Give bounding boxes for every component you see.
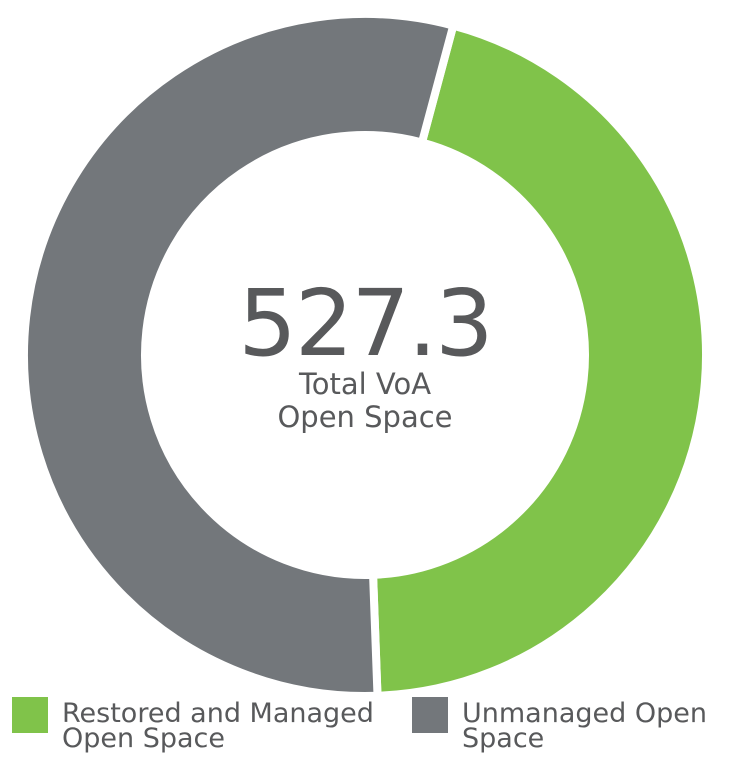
total-label: Total VoA Open Space: [277, 367, 453, 434]
legend-item: Unmanaged Open Space: [412, 695, 734, 754]
donut-segment: [20, 10, 459, 700]
legend-label: Restored and Managed Open Space: [62, 698, 374, 754]
legend-swatch: [412, 697, 448, 733]
donut-segment: [368, 20, 710, 700]
legend-label: Unmanaged Open Space: [462, 698, 707, 754]
legend-swatch: [12, 697, 48, 733]
legend-item: Restored and Managed Open Space: [12, 695, 382, 754]
total-value: 527.3: [238, 270, 493, 377]
